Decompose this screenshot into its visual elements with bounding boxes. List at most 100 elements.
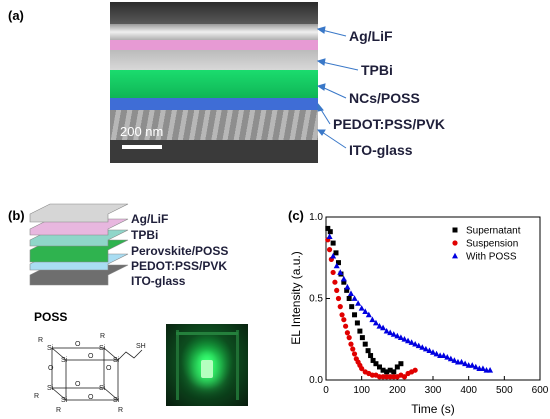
sem-label-ncs-poss: NCs/POSS (349, 90, 420, 106)
sem-label-pedot: PEDOT:PSS/PVK (333, 116, 446, 132)
data-point-square (362, 341, 368, 347)
data-point-square (370, 357, 376, 363)
poss-atom-r: R (56, 407, 61, 414)
data-point-circle (387, 374, 393, 380)
data-point-triangle (426, 347, 433, 354)
stack-label-tpbi: TPBi (131, 228, 159, 242)
data-point-triangle (405, 337, 412, 344)
stack-label-ito: ITO-glass (131, 274, 186, 288)
data-point-triangle (340, 275, 347, 282)
data-point-square (335, 260, 341, 266)
data-point-circle (391, 374, 397, 380)
data-point-square (368, 353, 374, 359)
stack-layer-ag-lif (29, 203, 129, 223)
data-point-triangle (401, 336, 408, 342)
data-point-square (398, 361, 404, 367)
data-point-circle (339, 312, 345, 318)
poss-molecule-structure: Si Si Si Si Si Si Si Si O O O O O O R R … (34, 333, 146, 414)
data-point-triangle (333, 262, 340, 269)
data-point-circle (376, 374, 383, 380)
poss-atom-r: R (118, 407, 123, 414)
data-point-triangle (451, 357, 458, 363)
data-point-triangle (387, 329, 394, 336)
data-point-circle (401, 374, 408, 380)
data-point-triangle (440, 352, 447, 358)
data-point-circle (351, 351, 358, 357)
data-point-triangle (469, 362, 476, 368)
legend-marker (452, 227, 458, 233)
data-point-triangle (444, 353, 451, 360)
poss-atom-si: Si (113, 357, 120, 364)
data-point-triangle (347, 290, 354, 297)
data-point-triangle (487, 367, 494, 373)
y-tick-label: 1.0 (309, 212, 323, 223)
poss-atom-o: O (48, 365, 54, 372)
data-point-triangle (380, 324, 387, 331)
sem-label-tpbi: TPBi (361, 62, 393, 78)
data-point-triangle (415, 342, 422, 349)
poss-atom-o: O (88, 353, 94, 360)
data-point-square (327, 229, 333, 235)
data-point-triangle (412, 340, 419, 347)
data-point-circle (384, 374, 390, 380)
poss-atom-si: Si (99, 385, 106, 392)
data-point-triangle (365, 311, 372, 318)
poss-atom-o: O (88, 394, 94, 401)
x-tick-label: 300 (425, 385, 442, 396)
panel-b-label: (b) (8, 208, 25, 223)
data-point-triangle (479, 365, 486, 371)
y-tick-label: 0.0 (309, 375, 323, 386)
data-point-square (341, 279, 347, 285)
data-point-circle (334, 287, 340, 293)
data-point-square (394, 364, 400, 370)
data-point-square (330, 240, 336, 246)
data-point-square (354, 320, 360, 326)
data-point-triangle (344, 283, 351, 290)
panel-a-label: (a) (8, 8, 24, 23)
x-tick-label: 600 (532, 385, 549, 396)
data-point-triangle (390, 331, 397, 337)
poss-atom-r: R (100, 333, 105, 340)
poss-atom-r: R (34, 393, 39, 400)
data-point-triangle (372, 319, 379, 326)
data-point-triangle (362, 308, 369, 314)
data-point-square (346, 296, 352, 301)
poss-atom-o: O (75, 341, 81, 348)
data-point-triangle (419, 344, 426, 350)
data-point-triangle (369, 316, 376, 323)
poss-atom-o: O (75, 381, 81, 388)
legend-marker (452, 240, 458, 246)
data-point-triangle (472, 363, 479, 370)
data-point-triangle (376, 323, 383, 329)
legend-label: With POSS (466, 252, 517, 263)
data-point-circle (335, 295, 342, 302)
x-axis-label: Time (s) (411, 402, 455, 416)
data-point-square (325, 225, 331, 231)
data-point-square (387, 367, 393, 373)
data-point-triangle (330, 252, 337, 259)
sem-cross-section-image: 200 nm (110, 2, 318, 163)
poss-title: POSS (34, 310, 68, 324)
stack-label-ag-lif: Ag/LiF (131, 212, 169, 226)
data-point-circle (343, 323, 349, 329)
legend-label: Suspension (466, 239, 518, 250)
x-tick-label: 400 (460, 385, 477, 396)
data-point-triangle (351, 295, 358, 301)
sem-label-ito: ITO-glass (349, 142, 413, 158)
data-point-circle (337, 304, 343, 310)
data-point-circle (359, 365, 365, 372)
data-point-triangle (462, 360, 469, 367)
data-point-square (333, 250, 339, 256)
data-point-square (365, 348, 371, 354)
poss-atom-si: Si (61, 397, 68, 404)
data-point-square (380, 367, 386, 373)
data-point-square (344, 287, 350, 293)
data-point-triangle (422, 345, 429, 352)
poss-atom-si: Si (113, 397, 120, 404)
legend-label: Supernatant (466, 226, 521, 237)
poss-atom-o: O (106, 365, 112, 372)
data-point-circle (348, 341, 354, 347)
